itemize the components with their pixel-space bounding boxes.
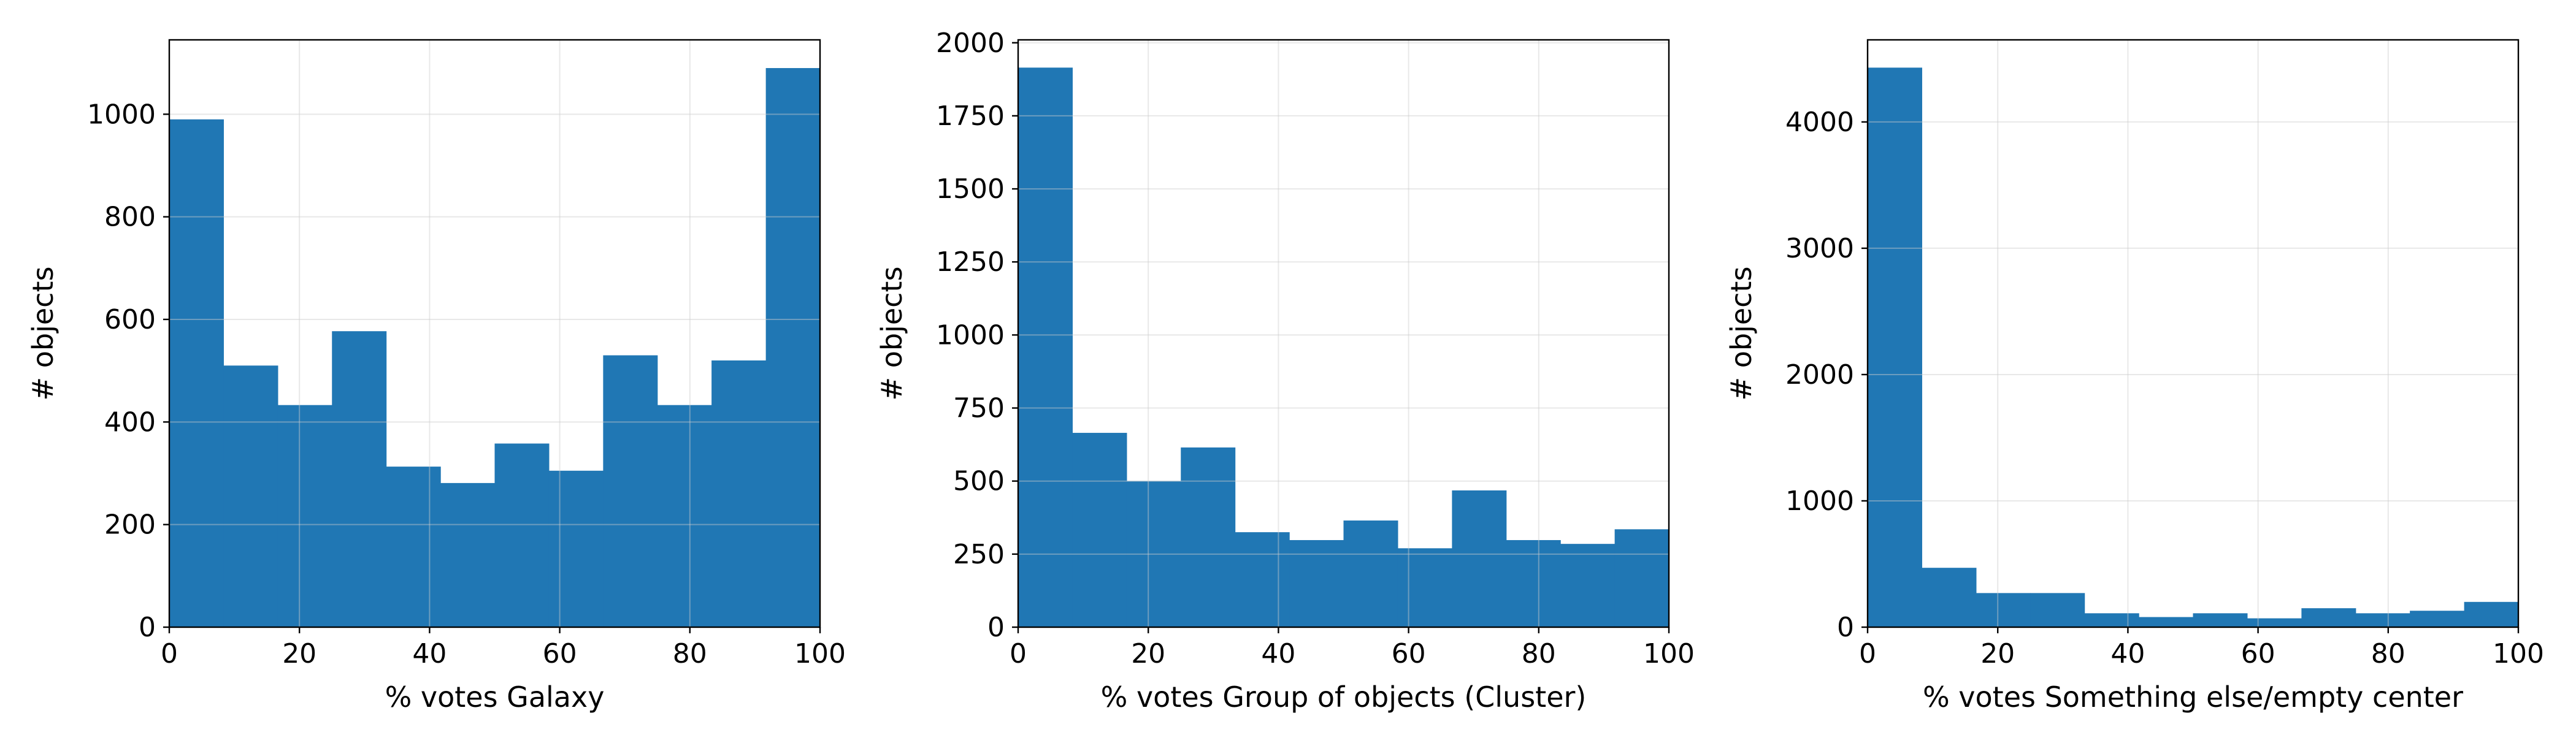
histogram-bar	[2464, 601, 2519, 627]
histogram-panel-cluster: 0 20 40 60 80 1000250500750100012501500175020…	[875, 28, 1695, 714]
x-axis-label: % votes Galaxy	[385, 680, 605, 714]
histogram-bar	[1126, 481, 1181, 627]
y-tick-label: 0	[1837, 612, 1854, 643]
y-tick-label: 2000	[1785, 359, 1854, 391]
y-tick-label: 1000	[87, 99, 156, 130]
histogram-bar	[386, 467, 441, 627]
histogram-bar	[169, 119, 224, 627]
y-tick-label: 0	[987, 612, 1005, 643]
x-tick-label: 20	[1980, 638, 2015, 669]
y-tick-label: 200	[104, 509, 156, 541]
x-tick-label: 20	[1131, 638, 1165, 669]
histogram-bar	[1343, 520, 1398, 627]
histogram-bar	[277, 405, 332, 627]
x-tick-label: 100	[794, 638, 846, 669]
axes-frame	[1866, 39, 2520, 628]
histogram-bar	[603, 355, 658, 627]
y-tick-label: 1500	[936, 173, 1005, 205]
x-axis-label: % votes Something else/empty center	[1923, 680, 2463, 714]
y-tick-label: 2000	[936, 28, 1005, 59]
y-tick-label: 1000	[1785, 486, 1854, 517]
histogram-bar	[440, 482, 496, 627]
x-tick-label: 100	[1643, 638, 1695, 669]
x-tick-label: 100	[2493, 638, 2544, 669]
x-tick-label: 40	[412, 638, 447, 669]
histogram-bar	[2139, 617, 2194, 627]
y-tick-label: 0	[139, 612, 156, 643]
histogram-bar	[1614, 529, 1669, 627]
x-tick-label: 0	[1010, 638, 1027, 669]
y-tick-label: 500	[953, 466, 1005, 497]
y-axis-label: # objects	[26, 267, 59, 401]
histogram-bar	[1235, 532, 1290, 627]
y-tick-label: 1000	[936, 319, 1005, 351]
histogram-bar	[223, 365, 278, 627]
x-tick-label: 60	[1392, 638, 1426, 669]
y-tick-label: 750	[953, 393, 1005, 424]
histogram-bar	[1018, 67, 1073, 627]
x-tick-label: 80	[1522, 638, 1556, 669]
x-tick-label: 20	[282, 638, 316, 669]
y-axis-label: # objects	[1725, 267, 1758, 401]
y-tick-label: 3000	[1785, 233, 1854, 264]
x-tick-label: 80	[2371, 638, 2405, 669]
histogram-bar	[2030, 593, 2085, 627]
histogram-bar	[711, 360, 767, 627]
histogram-bar	[1976, 593, 2031, 627]
y-tick-label: 1750	[936, 101, 1005, 132]
histogram-bar	[1868, 67, 1922, 627]
histogram-bar	[2084, 613, 2139, 627]
histogram-bar	[494, 443, 550, 627]
histogram-bar	[765, 68, 821, 627]
histogram-bar	[1289, 539, 1344, 627]
histogram-bar	[2410, 611, 2465, 627]
y-tick-label: 800	[104, 202, 156, 233]
histogram-bar	[2301, 608, 2356, 627]
x-tick-label: 60	[543, 638, 577, 669]
histogram-bar	[1922, 568, 1977, 627]
histogram-bar	[1072, 433, 1127, 627]
histogram-bar	[1181, 447, 1236, 627]
histogram-bar	[1560, 544, 1616, 627]
axes-frame	[168, 39, 821, 628]
histogram-bar	[657, 405, 712, 627]
histogram-bar	[2355, 613, 2410, 627]
y-axis-label: # objects	[875, 267, 908, 401]
y-tick-label: 400	[104, 406, 156, 438]
y-tick-label: 1250	[936, 246, 1005, 278]
x-axis-label: % votes Group of objects (Cluster)	[1101, 680, 1587, 714]
histogram-bar	[1397, 548, 1452, 627]
y-tick-label: 600	[104, 304, 156, 335]
axes-frame	[1017, 39, 1670, 628]
x-tick-label: 40	[2110, 638, 2145, 669]
histogram-bar	[2193, 613, 2248, 627]
x-tick-label: 80	[673, 638, 707, 669]
histogram-bar	[2247, 618, 2302, 627]
x-tick-label: 0	[1859, 638, 1876, 669]
x-tick-label: 60	[2241, 638, 2275, 669]
histogram-bar	[332, 331, 387, 627]
y-tick-label: 4000	[1785, 107, 1854, 138]
y-tick-label: 250	[953, 539, 1005, 570]
histogram-bar	[548, 470, 604, 627]
x-tick-label: 40	[1261, 638, 1295, 669]
histogram-bar	[1506, 539, 1561, 627]
histogram-bar	[1452, 490, 1507, 627]
x-tick-label: 0	[161, 638, 178, 669]
